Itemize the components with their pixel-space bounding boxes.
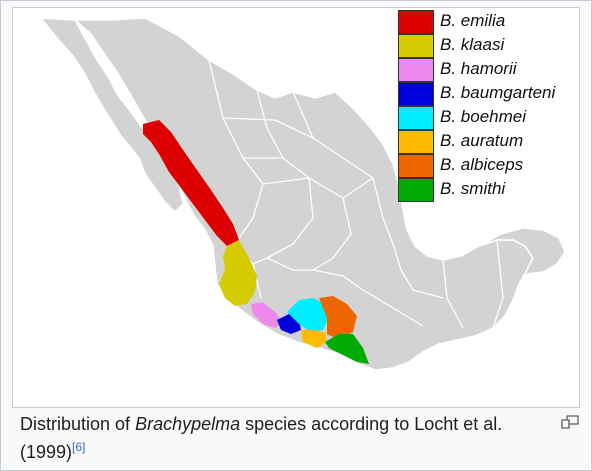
map-image[interactable]: B. emilia B. klaasi B. hamorii B. baumgarte… [12,7,580,408]
legend-label: B. emilia [440,11,506,30]
mexico-map [39,17,566,371]
legend-item: B. emilia [398,10,579,34]
figure-caption: Distribution of Brachypelma species acco… [20,410,540,466]
legend-label: B. albiceps [440,155,524,174]
legend-label: B. klaasi [440,35,505,54]
legend-swatch [398,58,434,82]
legend-swatch [398,130,434,154]
legend-item: B. auratum [398,130,579,154]
range-b-emilia [143,120,239,246]
legend-label: B. boehmei [440,107,526,126]
legend-swatch [398,106,434,130]
range-b-klaasi [219,240,257,306]
range-b-hamorii [251,302,283,328]
legend-label: B. baumgarteni [440,83,556,102]
mainland-mexico [73,17,534,371]
range-b-smithi [325,334,369,364]
legend-swatch [398,178,434,202]
caption-genus: Brachypelma [135,414,241,434]
state-borders [208,59,504,329]
legend-label: B. smithi [440,179,506,198]
legend-label: B. auratum [440,131,524,150]
legend-item: B. klaasi [398,34,579,58]
legend-swatch [398,154,434,178]
range-b-boehmei [287,298,329,332]
caption-prefix: Distribution of [20,414,136,434]
legend-item: B. hamorii [398,58,579,82]
legend-item: B. boehmei [398,106,579,130]
legend-label: B. hamorii [440,59,517,78]
range-b-albiceps [319,296,357,340]
caption-suffix: species according to Locht et al. (1999) [20,414,503,462]
baja-california [39,17,184,214]
range-b-auratum [301,330,327,348]
map-legend: B. emilia B. klaasi B. hamorii B. baumgarte… [398,10,579,202]
legend-swatch [398,34,434,58]
enlarge-icon[interactable] [561,415,579,429]
legend-swatch [398,82,434,106]
legend-item: B. smithi [398,178,579,202]
citation-link[interactable]: [6] [72,440,86,454]
legend-item: B. albiceps [398,154,579,178]
legend-swatch [398,10,434,34]
yucatan-peninsula [478,227,566,285]
legend-item: B. baumgarteni [398,82,579,106]
citation-superscript: [6] [72,440,85,454]
